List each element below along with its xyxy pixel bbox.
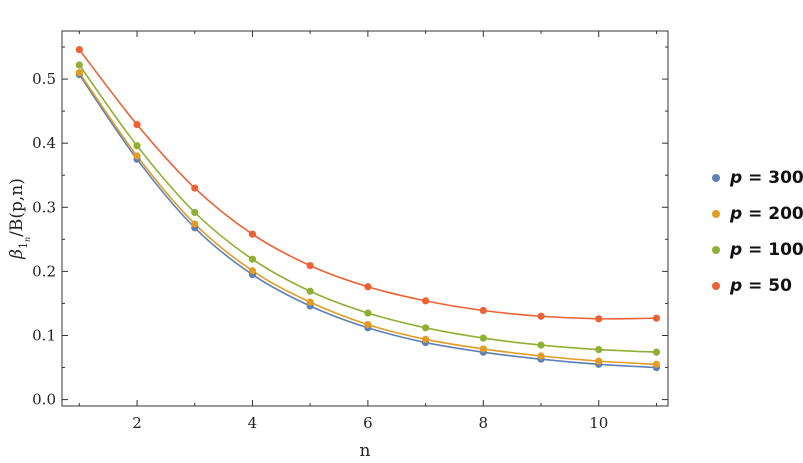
data-point <box>479 334 487 342</box>
plot-frame <box>61 30 669 407</box>
data-point <box>75 61 83 69</box>
data-point <box>248 255 257 263</box>
legend-label: p = 50 <box>730 276 792 296</box>
data-point <box>595 357 603 365</box>
data-point <box>364 320 372 329</box>
data-point <box>537 352 545 360</box>
y-tick-label: 0.2 <box>32 262 56 280</box>
data-point <box>248 230 257 238</box>
legend-marker <box>712 246 720 254</box>
legend-marker <box>712 282 720 290</box>
chart-svg: 2 4 6 8 100.00.10.20.30.40.5 n β1n/B(p,n) <box>7 30 669 461</box>
series-line <box>78 64 657 353</box>
data-point <box>537 341 545 349</box>
y-tick-label: 0.3 <box>32 198 56 216</box>
data-point <box>364 309 372 317</box>
data-point <box>75 45 83 54</box>
y-tick-label: 0.1 <box>32 326 56 344</box>
series-lines <box>78 49 657 369</box>
data-point <box>75 69 83 77</box>
y-axis-label: β1n/B(p,n) <box>7 178 32 260</box>
data-point <box>306 298 314 306</box>
series-points <box>75 45 661 372</box>
legend: p = 300 p = 200 p = 100 p = 50 <box>712 160 803 304</box>
data-point <box>537 312 545 320</box>
legend-label: p = 300 <box>730 168 803 188</box>
data-point <box>306 287 314 295</box>
x-tick-label: 10 <box>589 414 608 432</box>
data-point <box>652 360 661 368</box>
legend-marker <box>712 210 720 218</box>
y-tick-label: 0.5 <box>32 70 56 88</box>
data-point <box>364 283 372 291</box>
x-tick-label: 2 <box>132 414 142 432</box>
data-point <box>595 315 603 323</box>
y-tick-label: 0.4 <box>32 134 56 152</box>
data-point <box>133 120 141 129</box>
data-point <box>422 324 430 332</box>
data-point <box>191 184 199 192</box>
y-label-sub: 1 <box>17 242 30 249</box>
legend-item: p = 50 <box>712 268 802 304</box>
legend-label: p = 200 <box>730 204 803 224</box>
x-tick-label: 6 <box>363 414 373 432</box>
y-tick-label: 0.0 <box>32 391 56 409</box>
data-point <box>479 345 487 353</box>
x-tick-label: 4 <box>248 414 258 432</box>
axis-ticks: 2 4 6 8 10 0.0 0.1 0.2 0.3 0.4 0.5 <box>32 31 668 432</box>
legend-item: p = 300 <box>712 160 803 196</box>
y-label-subsub: n <box>23 237 32 242</box>
data-point <box>652 348 661 356</box>
y-label-beta: β <box>7 249 27 260</box>
data-point <box>422 297 430 305</box>
x-axis-label: n <box>360 441 371 461</box>
legend-label: p = 100 <box>730 240 803 260</box>
data-point <box>422 335 430 343</box>
x-tick-label: 8 <box>479 414 489 432</box>
data-point <box>306 262 314 270</box>
data-point <box>595 345 603 354</box>
data-point <box>133 142 141 150</box>
data-point <box>191 220 199 228</box>
data-point <box>479 306 487 315</box>
legend-item: p = 200 <box>712 196 803 232</box>
series-line <box>78 74 657 369</box>
data-point <box>191 208 199 217</box>
y-label-rest: /B(p,n) <box>7 178 27 237</box>
series-line <box>78 72 657 366</box>
series-line <box>78 49 657 320</box>
legend-marker <box>712 174 720 182</box>
data-point <box>248 267 257 275</box>
data-point <box>652 314 661 322</box>
legend-item: p = 100 <box>712 232 803 268</box>
data-point <box>133 152 141 160</box>
